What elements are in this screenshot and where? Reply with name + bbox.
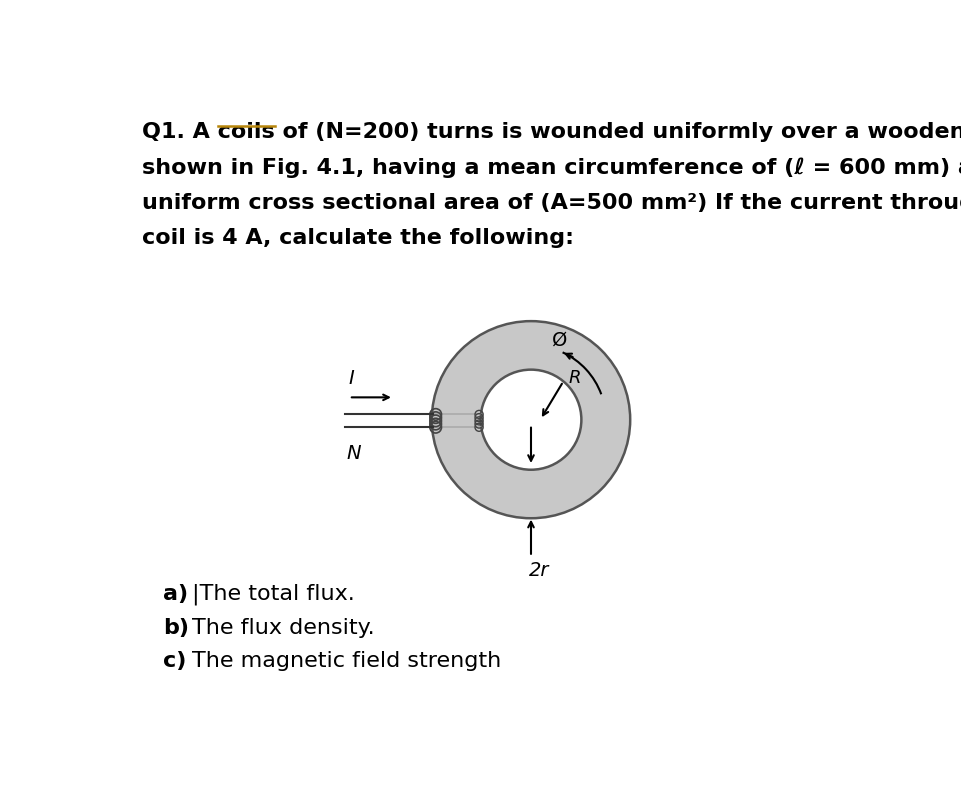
Text: R: R — [567, 369, 579, 388]
Text: b): b) — [162, 618, 188, 638]
Text: Q1. A coils of (N=200) turns is wounded uniformly over a wooden ring as: Q1. A coils of (N=200) turns is wounded … — [142, 122, 961, 142]
Circle shape — [431, 321, 629, 518]
Text: |The total flux.: |The total flux. — [192, 583, 355, 605]
Text: shown in Fig. 4.1, having a mean circumference of (ℓ = 600 mm) and a: shown in Fig. 4.1, having a mean circumf… — [142, 157, 961, 178]
Text: I: I — [349, 369, 355, 388]
Text: Q1. A coils: Q1. A coils — [142, 122, 275, 142]
Text: N: N — [346, 444, 360, 463]
Text: a): a) — [162, 583, 187, 603]
Text: The flux density.: The flux density. — [192, 618, 375, 638]
Text: uniform cross sectional area of (A=500 mm²) If the current through the: uniform cross sectional area of (A=500 m… — [142, 193, 961, 213]
Text: The magnetic field strength: The magnetic field strength — [192, 651, 501, 672]
Text: 2r: 2r — [528, 560, 549, 579]
Text: Q1. A: Q1. A — [142, 122, 217, 142]
Text: c): c) — [162, 651, 186, 672]
Text: Ø: Ø — [552, 331, 567, 350]
Text: coil is 4 A, calculate the following:: coil is 4 A, calculate the following: — [142, 228, 574, 248]
Circle shape — [480, 369, 580, 470]
